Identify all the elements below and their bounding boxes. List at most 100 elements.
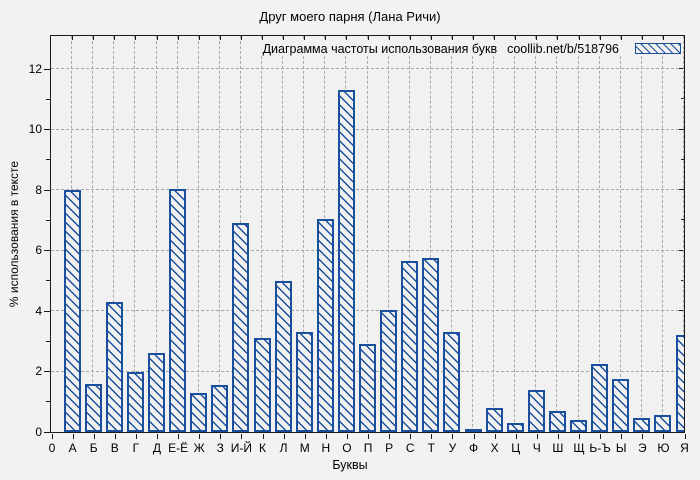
grid-line-h bbox=[51, 249, 684, 251]
x-tick-label: Р bbox=[385, 441, 394, 455]
x-tick-label: У bbox=[448, 441, 457, 455]
grid-line-v bbox=[197, 36, 199, 432]
x-tick-mark bbox=[473, 434, 475, 439]
legend: Диаграмма частоты использования букв coo… bbox=[258, 41, 681, 56]
x-tick-label: С bbox=[405, 441, 415, 455]
y-tick-mark bbox=[44, 431, 50, 433]
bar-Т bbox=[422, 258, 440, 432]
x-tick-mark-top bbox=[219, 36, 221, 40]
x-tick-mark-top bbox=[198, 36, 200, 40]
y-tick-mark-right bbox=[679, 68, 684, 70]
chart-title: Друг моего парня (Лана Ричи) bbox=[259, 9, 441, 24]
bar-Ь-Ъ bbox=[591, 363, 609, 432]
x-tick-mark bbox=[389, 434, 391, 439]
x-tick-label: Ю bbox=[657, 441, 670, 455]
y-tick-mark-right bbox=[679, 189, 684, 191]
x-tick-label: Ы bbox=[615, 441, 627, 455]
x-tick-mark-top bbox=[177, 36, 179, 40]
x-tick-mark bbox=[494, 434, 496, 439]
bar-С bbox=[401, 261, 419, 432]
y-tick-label: 2 bbox=[35, 364, 42, 379]
y-minor-tick-mark bbox=[46, 280, 50, 282]
x-tick-mark bbox=[346, 434, 348, 439]
x-axis-label: Буквы bbox=[332, 458, 368, 472]
x-tick-label: Я bbox=[680, 441, 689, 455]
bar-Л bbox=[274, 280, 292, 432]
x-tick-mark-top bbox=[93, 36, 95, 40]
grid-line-h bbox=[51, 310, 684, 312]
x-tick-mark-top bbox=[283, 36, 285, 40]
x-tick-mark bbox=[304, 434, 306, 439]
y-tick-label: 12 bbox=[28, 61, 42, 76]
grid-line-v bbox=[303, 36, 305, 432]
grid-line-v bbox=[535, 36, 537, 432]
x-tick-mark bbox=[199, 434, 201, 439]
x-tick-mark-top bbox=[578, 36, 580, 40]
y-tick-mark-right bbox=[679, 310, 684, 312]
x-tick-label: Ч bbox=[532, 441, 541, 455]
x-tick-mark bbox=[262, 434, 264, 439]
grid-line-v bbox=[134, 36, 136, 432]
x-tick-label: В bbox=[110, 441, 119, 455]
bar-З bbox=[211, 385, 229, 432]
x-tick-mark bbox=[114, 434, 116, 439]
y-minor-tick-mark bbox=[46, 98, 50, 100]
x-tick-mark bbox=[220, 434, 222, 439]
x-tick-mark bbox=[642, 434, 644, 439]
bar-Ю bbox=[654, 415, 672, 432]
x-tick-mark-top bbox=[451, 36, 453, 40]
grid-line-v bbox=[387, 36, 389, 432]
y-tick-label: 10 bbox=[28, 122, 42, 137]
x-tick-mark bbox=[431, 434, 433, 439]
grid-line-h bbox=[51, 128, 684, 130]
legend-label: Диаграмма частоты использования букв bbox=[262, 41, 498, 56]
grid-line-v bbox=[514, 36, 516, 432]
legend-source: coollib.net/b/518796 bbox=[507, 41, 619, 56]
x-tick-mark bbox=[557, 434, 559, 439]
grid-line-v bbox=[619, 36, 621, 432]
y-tick-mark bbox=[44, 189, 50, 191]
x-tick-mark-top bbox=[346, 36, 348, 40]
x-tick-mark-top bbox=[156, 36, 158, 40]
x-tick-mark bbox=[515, 434, 517, 439]
bar-Ж bbox=[190, 392, 208, 432]
y-tick-label: 0 bbox=[35, 424, 42, 439]
grid-line-v bbox=[598, 36, 600, 432]
grid-line-v bbox=[366, 36, 368, 432]
y-minor-tick-mark-right bbox=[681, 158, 684, 160]
x-tick-mark bbox=[135, 434, 137, 439]
bar-У bbox=[443, 332, 461, 432]
x-tick-label: Б bbox=[89, 441, 98, 455]
x-tick-mark-top bbox=[473, 36, 474, 40]
x-tick-mark-top bbox=[662, 36, 664, 40]
x-tick-mark-top bbox=[304, 36, 306, 40]
x-tick-mark bbox=[663, 434, 665, 439]
plot-area: Диаграмма частоты использования букв coo… bbox=[50, 35, 685, 433]
x-tick-label: Л bbox=[279, 441, 288, 455]
x-tick-label: Ф bbox=[468, 441, 479, 455]
grid-line-v bbox=[450, 36, 452, 432]
y-tick-label: 8 bbox=[35, 182, 42, 197]
x-tick-mark bbox=[621, 434, 623, 439]
x-tick-mark-top bbox=[325, 36, 327, 40]
grid-line-v bbox=[472, 36, 473, 432]
bar-А bbox=[63, 190, 81, 432]
x-tick-mark-top bbox=[388, 36, 390, 40]
x-tick-label: Э bbox=[637, 441, 647, 455]
grid-line-v bbox=[661, 36, 663, 432]
y-tick-mark bbox=[44, 250, 50, 252]
x-tick-label: М bbox=[299, 441, 310, 455]
x-tick-label: Ц bbox=[511, 441, 521, 455]
x-tick-label: Е-Ё bbox=[168, 441, 189, 455]
grid-line-v bbox=[113, 36, 115, 432]
bar-И-Й bbox=[232, 223, 250, 432]
x-tick-label: Ш bbox=[552, 441, 564, 455]
bar-М bbox=[295, 332, 313, 432]
bar-Б bbox=[84, 383, 102, 432]
x-tick-label: Д bbox=[152, 441, 162, 455]
y-minor-tick-mark bbox=[46, 340, 50, 342]
x-tick-label: З bbox=[216, 441, 224, 455]
x-tick-mark-top bbox=[409, 36, 411, 40]
grid-line-v bbox=[408, 36, 410, 432]
